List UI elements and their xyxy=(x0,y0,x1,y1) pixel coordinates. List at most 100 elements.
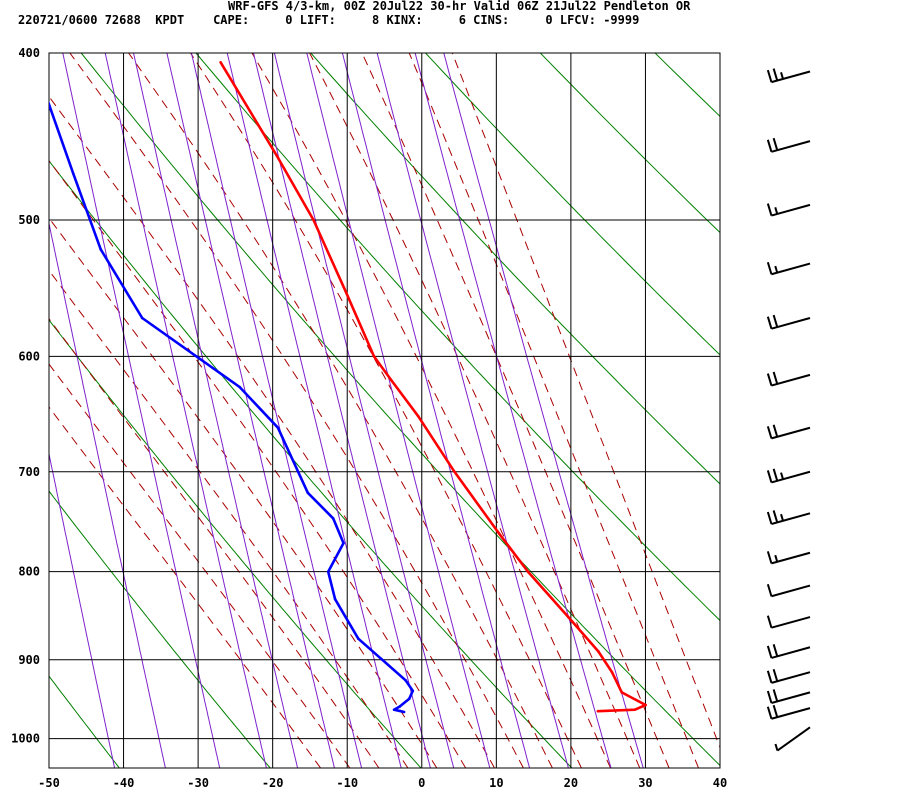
x-tick-label: 30 xyxy=(638,776,652,790)
mixing-ratio-line xyxy=(190,53,363,768)
dry-adiabat xyxy=(539,53,720,234)
dewpoint-point xyxy=(140,316,144,320)
dry-adiabat xyxy=(49,675,120,768)
wind-barb-staff xyxy=(776,726,811,752)
wind-barb-feather xyxy=(766,261,773,275)
wind-barb-feather xyxy=(766,316,773,329)
mixing-ratio-line xyxy=(226,53,402,768)
temperature-point xyxy=(620,691,624,694)
temperature-point xyxy=(644,703,647,707)
dewpoint-point xyxy=(238,385,241,389)
dry-adiabat xyxy=(760,44,900,768)
wind-barb-staff xyxy=(771,140,811,153)
wind-barb xyxy=(766,704,811,720)
mixing-ratio-line xyxy=(49,451,116,768)
wind-barb xyxy=(766,314,811,330)
mixing-ratio-line xyxy=(62,53,221,768)
wind-barb-feather xyxy=(774,207,779,215)
x-tick-label: -10 xyxy=(336,776,358,790)
wind-barb-staff xyxy=(771,512,811,525)
temperature-point xyxy=(312,218,315,222)
dewpoint-point xyxy=(306,491,310,495)
wind-barb-staff xyxy=(771,584,811,598)
wind-barb-staff xyxy=(771,262,811,276)
wind-barb-feather xyxy=(766,706,773,720)
y-tick-label: 700 xyxy=(18,465,40,479)
dewpoint-profile-line xyxy=(49,100,415,714)
y-tick-label: 400 xyxy=(18,46,40,60)
wind-barb-staff xyxy=(771,426,811,440)
wind-barb xyxy=(766,68,811,84)
axis-ticks: -50 -40 -30 -20 -10 0 10 20 30 40 400 500 600 700 800 9… xyxy=(11,46,727,790)
dewpoint-point xyxy=(392,708,396,711)
grid xyxy=(48,52,721,769)
wind-barb-feather xyxy=(772,68,779,81)
temperature-profile-line xyxy=(219,61,647,713)
y-tick-label: 600 xyxy=(18,349,40,363)
dewpoint-point xyxy=(33,61,36,64)
dry-adiabat xyxy=(49,490,271,768)
x-tick-label: -50 xyxy=(38,776,60,790)
wind-barb-feather xyxy=(766,426,773,439)
moist-adiabat xyxy=(361,53,670,768)
wind-barb-staff xyxy=(771,671,811,684)
wind-barbs xyxy=(766,68,811,752)
wind-barb xyxy=(766,261,811,276)
x-tick-label: 40 xyxy=(713,776,727,790)
wind-barb xyxy=(766,468,811,484)
wind-barb-feather xyxy=(772,468,779,482)
temperature-point xyxy=(372,355,376,358)
temperature-point xyxy=(390,379,394,383)
mixing-ratio-line xyxy=(49,221,166,768)
moist-adiabat xyxy=(189,53,582,768)
mixing-ratio-line xyxy=(166,53,335,768)
moist-adiabat xyxy=(127,53,553,768)
temperature-point xyxy=(566,615,570,619)
background-lines xyxy=(49,44,900,768)
station-stats-line: 220721/0600 72688 KPDT CAPE: 0 LIFT: 8 K… xyxy=(18,13,640,27)
wind-barb-feather xyxy=(766,373,773,386)
temperature-point xyxy=(526,570,530,573)
dry-adiabat xyxy=(310,53,720,485)
temperature-point xyxy=(344,289,347,293)
wind-barb-feather xyxy=(772,689,779,702)
mixing-ratio-line xyxy=(104,53,267,768)
temperature-point xyxy=(597,650,600,653)
dewpoint-point xyxy=(357,637,360,641)
dewpoint-point xyxy=(276,426,280,430)
wind-barb-feather xyxy=(772,704,779,718)
wind-barb-feather xyxy=(780,513,784,522)
wind-barb xyxy=(766,510,811,525)
wind-barb-staff xyxy=(771,616,811,629)
wind-barb-staff xyxy=(771,317,811,330)
chart-title: WRF-GFS 4/3-km, 00Z 20Jul22 30-hr Valid … xyxy=(228,0,691,13)
wind-barb-staff xyxy=(771,203,811,217)
dewpoint-point xyxy=(99,248,102,251)
wind-barb xyxy=(766,137,811,153)
wind-barb-feather xyxy=(774,743,779,751)
mixing-ratio-line xyxy=(341,53,531,768)
moist-adiabat xyxy=(49,159,467,768)
mixing-ratio-line xyxy=(306,53,491,768)
wind-barb-feather xyxy=(772,314,779,328)
y-tick-label: 500 xyxy=(18,213,40,227)
x-tick-label: -40 xyxy=(113,776,135,790)
wind-barb-feather xyxy=(772,371,779,385)
wind-barb-feather xyxy=(766,203,773,216)
wind-barb xyxy=(766,371,811,387)
wind-barb-feather xyxy=(766,139,773,153)
wind-barb-feather xyxy=(766,551,773,564)
wind-barb xyxy=(766,583,811,598)
wind-barb xyxy=(766,644,811,659)
dewpoint-point xyxy=(326,570,330,573)
moist-adiabat xyxy=(408,53,699,768)
dewpoint-point xyxy=(404,679,407,682)
wind-barb-feather xyxy=(780,72,784,80)
dewpoint-point xyxy=(331,517,335,520)
x-tick-label: 20 xyxy=(564,776,578,790)
series-layer xyxy=(33,60,647,714)
wind-barb xyxy=(774,726,811,752)
dry-adiabat xyxy=(49,319,422,768)
temperature-point xyxy=(633,708,637,711)
